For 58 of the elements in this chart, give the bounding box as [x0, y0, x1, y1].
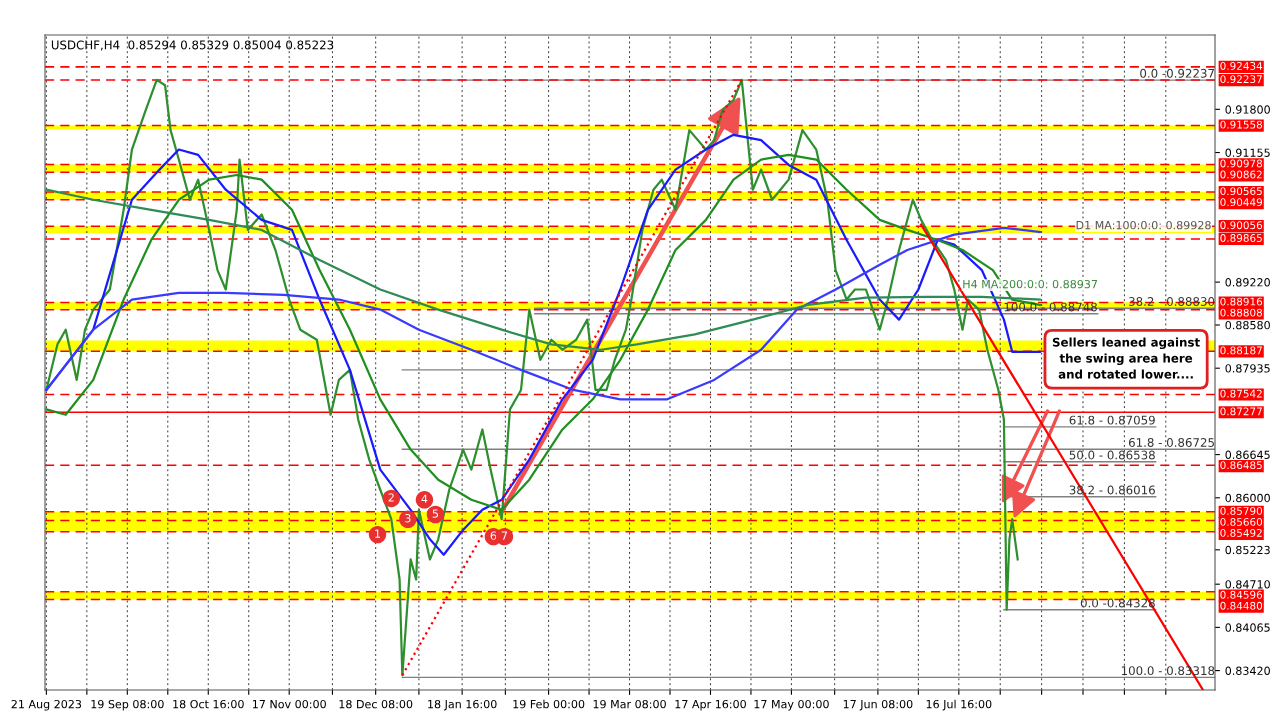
annotation: 5 [432, 509, 439, 518]
annotation: 1 [375, 529, 381, 538]
annotation: 6 [490, 531, 497, 540]
ref-line-label: 0.91558 [1220, 120, 1263, 129]
series-label: 50.0 - 0.86538 [1069, 450, 1155, 460]
annotation: 3 [405, 514, 411, 523]
y-tick-label: 0.84710 [1225, 580, 1270, 589]
ref-line-label: 0.86485 [1220, 461, 1262, 470]
x-tick-label: 18 Jan 16:00 [428, 699, 497, 711]
x-tick-label: 16 Jul 16:00 [926, 699, 992, 711]
y-tick-label: 0.85223 [1225, 545, 1270, 555]
ref-line-label: 0.89865 [1220, 234, 1262, 242]
x-tick-label: 17 Nov 00:00 [252, 699, 326, 709]
annotation: 2 [388, 493, 394, 502]
y-tick-label: 0.83420 [1225, 666, 1270, 675]
series-label: 61.8 - 0.86725 [1128, 438, 1214, 447]
y-tick-label: 0.84065 [1225, 623, 1270, 632]
annotation: 4 [421, 494, 428, 503]
x-tick-label: 19 Mar 08:00 [593, 699, 666, 709]
ref-line-label: 0.90862 [1220, 170, 1262, 179]
y-tick-label: 0.86645 [1225, 450, 1270, 459]
x-tick-label: 19 Sep 08:00 [91, 699, 164, 711]
ref-line-label: 0.90056 [1220, 221, 1263, 230]
y-tick-label: 0.88580 [1225, 320, 1270, 330]
ref-line-label: 0.84480 [1220, 601, 1263, 610]
chart-title: USDCHF,H4 0.85294 0.85329 0.85004 0.85223 [51, 40, 334, 51]
x-tick-label: 17 Jun 08:00 [843, 699, 913, 711]
y-tick-label: 0.91155 [1225, 148, 1270, 157]
x-tick-label: 18 Oct 16:00 [173, 699, 244, 709]
series-label: 61.8 - 0.87059 [1069, 415, 1155, 425]
y-tick-label: 0.87935 [1225, 364, 1270, 373]
ref-line-label: 0.88916 [1220, 297, 1263, 306]
y-tick-label: 0.86000 [1225, 493, 1270, 503]
x-tick-label: 21 Aug 2023 [11, 699, 82, 711]
ref-line-label: 0.85660 [1220, 517, 1263, 526]
x-tick-label: 19 Feb 00:00 [513, 699, 585, 709]
ref-line-label: 0.90565 [1220, 187, 1262, 196]
ref-line-label: 0.85492 [1220, 528, 1262, 537]
x-tick-label: 17 May 00:00 [754, 699, 829, 711]
ref-line-label: 0.88187 [1220, 346, 1262, 355]
y-tick-label: 0.91800 [1225, 105, 1270, 114]
y-tick-label: 0.89220 [1225, 278, 1270, 287]
ref-line-label: 0.88808 [1220, 308, 1263, 317]
ref-line-label: 0.85790 [1220, 506, 1263, 515]
annotation: Sellers leaned against the swing area here and rotated lower.... [1052, 337, 1200, 379]
ref-line-label: 0.90449 [1220, 198, 1263, 207]
ref-line-label: 0.84596 [1220, 590, 1263, 599]
ref-line-label: 0.87542 [1220, 389, 1262, 398]
series-label: 0.0 -0.92237 [1140, 68, 1214, 78]
x-tick-label: 18 Dec 08:00 [339, 699, 413, 709]
annotation: H4 MA:200:0:0: 0.88937 [963, 279, 1098, 289]
ref-line-label: 0.92434 [1220, 62, 1263, 70]
annotation: D1 MA:100:0:0: 0.89928 [1076, 220, 1211, 230]
x-tick-label: 17 Apr 16:00 [675, 699, 746, 711]
ref-line-label: 0.90978 [1220, 159, 1263, 168]
ref-line-label: 0.87277 [1220, 407, 1262, 416]
ref-line-label: 0.92237 [1220, 75, 1262, 84]
annotation: 7 [501, 531, 508, 540]
